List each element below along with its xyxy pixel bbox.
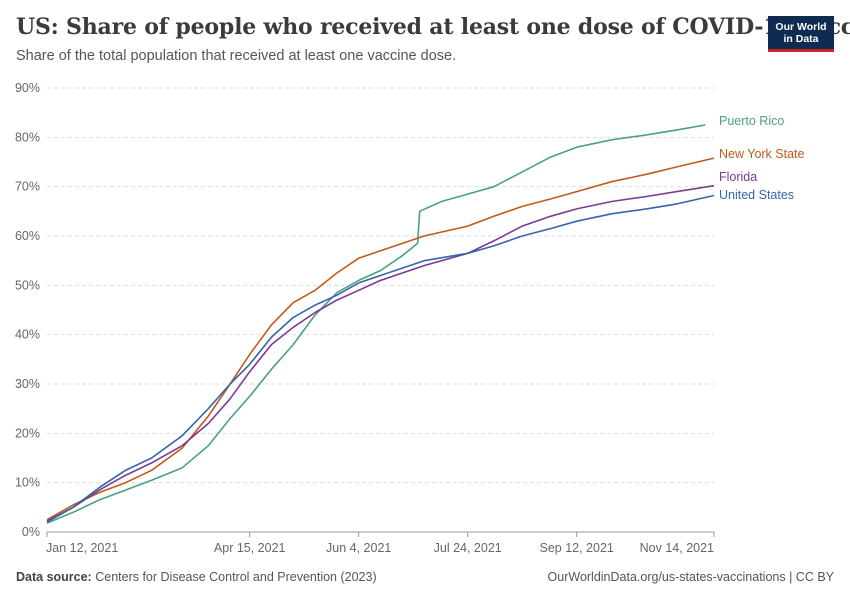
x-tick-label: Sep 12, 2021 bbox=[539, 541, 613, 555]
chart-title: US: Share of people who received at leas… bbox=[16, 14, 850, 40]
y-tick-label: 0% bbox=[22, 525, 40, 539]
series-label-puerto-rico[interactable]: Puerto Rico bbox=[719, 114, 784, 128]
series-lines bbox=[46, 124, 715, 524]
data-source: Data source: Centers for Disease Control… bbox=[16, 570, 377, 584]
owid-logo[interactable]: Our World in Data bbox=[768, 16, 834, 52]
x-tick-label: Jul 24, 2021 bbox=[434, 541, 502, 555]
series-label-united-states[interactable]: United States bbox=[719, 188, 794, 202]
series-label-florida[interactable]: Florida bbox=[719, 170, 757, 184]
grid bbox=[47, 87, 714, 484]
y-tick-label: 50% bbox=[15, 278, 40, 292]
y-tick-label: 70% bbox=[15, 180, 40, 194]
y-tick-label: 40% bbox=[15, 328, 40, 342]
series-line-florida[interactable] bbox=[46, 184, 715, 522]
y-tick-label: 10% bbox=[15, 476, 40, 490]
line-chart: 0% 10% 20% 30% 40% 50% 60% 70% 80% 90% Jan 12, 202… bbox=[15, 81, 805, 555]
y-tick-label: 80% bbox=[15, 130, 40, 144]
credit-link[interactable]: OurWorldinData.org/us-states-vaccination… bbox=[547, 570, 834, 584]
source-label: Data source: bbox=[16, 570, 92, 584]
y-tick-label: 20% bbox=[15, 426, 40, 440]
series-line-united-states[interactable] bbox=[46, 194, 715, 523]
source-text: Centers for Disease Control and Preventi… bbox=[95, 570, 377, 584]
y-tick-label: 30% bbox=[15, 377, 40, 391]
series-labels: Puerto Rico New York State Florida United S… bbox=[719, 114, 805, 202]
y-tick-label: 60% bbox=[15, 229, 40, 243]
y-tick-label: 90% bbox=[15, 81, 40, 95]
logo-line-2: in Data bbox=[783, 33, 819, 45]
x-tick-label: Jun 4, 2021 bbox=[326, 541, 391, 555]
series-line-new-york-state[interactable] bbox=[46, 157, 715, 521]
x-tick-label: Apr 15, 2021 bbox=[214, 541, 286, 555]
axes: 0% 10% 20% 30% 40% 50% 60% 70% 80% 90% Jan 12, 202… bbox=[15, 81, 715, 555]
x-tick-label: Jan 12, 2021 bbox=[46, 541, 118, 555]
series-label-new-york-state[interactable]: New York State bbox=[719, 147, 805, 161]
series-line-puerto-rico[interactable] bbox=[46, 124, 706, 524]
logo-line-1: Our World bbox=[775, 21, 827, 33]
x-tick-label: Nov 14, 2021 bbox=[640, 541, 714, 555]
chart-subtitle: Share of the total population that recei… bbox=[16, 48, 457, 64]
